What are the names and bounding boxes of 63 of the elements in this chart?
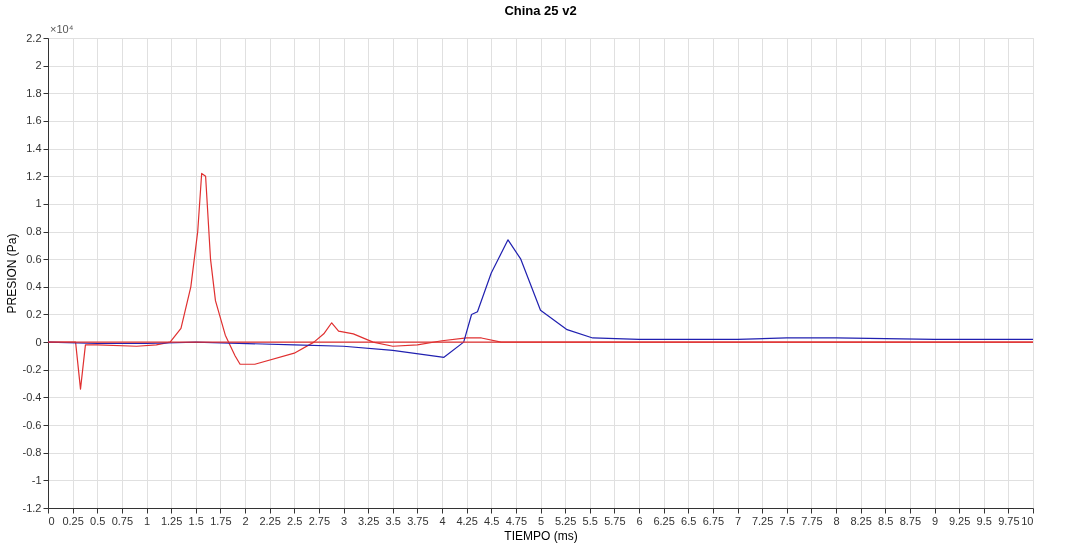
y-tick-label: 1.8 [26,86,42,99]
x-tick-label: 2.5 [287,514,303,527]
y-tick-label: -0.4 [22,390,42,403]
x-tick-label: 8.75 [899,514,922,527]
x-tick-label: 3 [340,514,348,527]
x-tick-label: 8.25 [850,514,872,527]
y-axis-title: PRESION (Pa) [4,233,19,314]
x-tick-label: 5.25 [554,514,577,527]
y-tick-label: 0 [35,335,42,348]
x-tick-label: 3.5 [385,514,401,527]
x-axis-title: TIEMPO (ms) [504,528,578,543]
y-tick-label: -1 [31,473,42,486]
y-tick-label: -0.2 [22,363,42,376]
x-tick-label: 9 [931,514,939,527]
y-tick-label: -0.8 [22,446,42,459]
x-tick-label: 1.75 [210,514,232,527]
y-tick-label: -1.2 [22,501,42,514]
x-tick-label: 0.25 [62,514,84,527]
x-tick-label: 0.75 [111,514,134,527]
x-tick-label: 4.5 [484,514,500,527]
y-tick-label: 1.4 [26,142,42,155]
x-tick-label: 0 [48,514,55,527]
x-tick-label: 8 [833,514,840,527]
y-tick-label: 1.2 [26,169,42,182]
y-tick-label: 2 [35,59,42,72]
x-tick-label: 2.75 [308,514,331,527]
y-tick-label: 1 [35,197,42,210]
x-tick-label: 6 [636,514,643,527]
x-tick-label: 4.75 [505,514,528,527]
x-tick-label: 5.75 [604,514,626,527]
y-tick-label: 0.6 [26,252,42,265]
x-tick-label: 4.25 [456,514,478,527]
x-tick-label: 2.25 [259,514,281,527]
x-tick-label: 3.25 [357,514,380,527]
x-tick-label: 1.5 [188,514,204,527]
x-tick-label: 9.75 [998,514,1020,527]
x-tick-label: 6.25 [653,514,675,527]
x-tick-label: 5 [537,514,545,527]
y-tick-label: 0.8 [26,225,42,238]
x-tick-label: 7.5 [779,514,795,527]
x-tick-label: 6.75 [702,514,725,527]
x-tick-label: 6.5 [681,514,697,527]
x-tick-label: 1.25 [160,514,183,527]
x-tick-label: 7.25 [751,514,774,527]
x-tick-label: 1 [143,514,151,527]
chart-title: China 25 v2 [504,3,577,18]
x-tick-label: 9.5 [976,514,992,527]
x-tick-label: 9.25 [948,514,971,527]
y-tick-label: 0.4 [26,280,42,293]
x-tick-label: 2 [242,514,249,527]
y-tick-label: 1.6 [26,114,42,127]
y-tick-label: 2.2 [26,31,42,44]
x-tick-label: 7.75 [801,514,823,527]
text: ×10⁴ [50,23,74,35]
x-tick-label: 5.5 [582,514,598,527]
y-tick-label: 0.2 [26,307,42,320]
y-tick-label: -0.6 [22,418,42,431]
x-tick-label: 7 [734,514,742,527]
x-tick-label: 0.5 [90,514,106,527]
x-tick-label: 10 [1021,514,1034,527]
x-tick-label: 3.75 [407,514,429,527]
x-tick-label: 4 [439,514,446,527]
x-tick-label: 8.5 [878,514,894,527]
